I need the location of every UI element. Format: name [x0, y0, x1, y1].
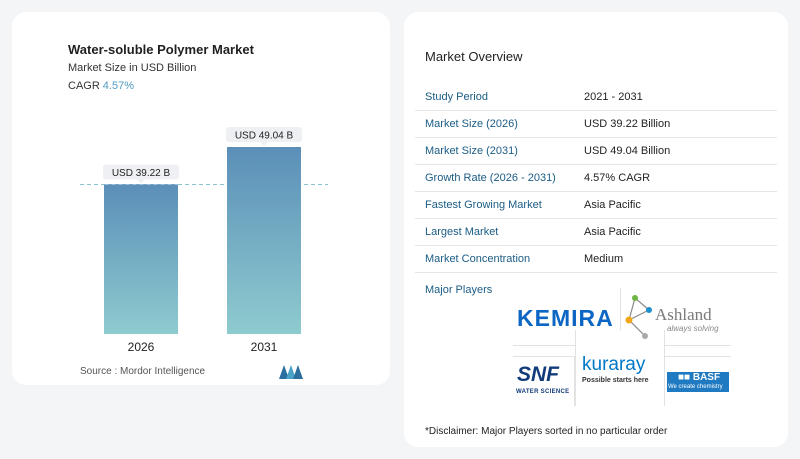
overview-row-value: Medium: [584, 253, 624, 265]
bar-chart: USD 39.22 B 2026 USD 49.04 B 2031: [80, 127, 328, 354]
overview-row-value: USD 39.22 Billion: [584, 118, 671, 130]
snf-logo-cell: [513, 356, 575, 406]
basf-logo: ■■ BASF: [678, 372, 721, 383]
overview-row-value: 2021 - 2031: [584, 91, 643, 103]
overview-row: Growth Rate (2026 - 2031) 4.57% CAGR: [415, 165, 777, 192]
overview-row-label: Market Size (2026): [425, 118, 518, 130]
cagr-row: CAGR 4.57%: [68, 80, 134, 92]
chart-card: [12, 12, 390, 385]
source-note: Source : Mordor Intelligence: [80, 366, 206, 377]
overview-row-label: Study Period: [425, 91, 488, 103]
kuraray-logo-cell: [575, 330, 665, 406]
cagr-label: CAGR: [68, 80, 100, 92]
chart-title: Water-soluble Polymer Market: [68, 42, 254, 57]
data-label: USD 49.04 B: [235, 131, 294, 142]
overview-row-label: Largest Market: [425, 226, 499, 238]
data-label-pointer: [260, 142, 268, 146]
overview-row-value: USD 49.04 Billion: [584, 145, 671, 157]
category-label: 2026: [128, 340, 155, 354]
overview-row-label: Growth Rate (2026 - 2031): [425, 172, 556, 184]
data-label: USD 39.22 B: [112, 168, 171, 179]
overview-row: Study Period 2021 - 2031: [415, 84, 777, 111]
overview-row-label: Market Size (2031): [425, 145, 518, 157]
data-label-bg: [226, 127, 302, 142]
overview-row: Market Size (2031) USD 49.04 Billion: [415, 138, 777, 165]
bar-2031: [227, 147, 301, 334]
overview-row-value: Asia Pacific: [584, 226, 641, 238]
snf-logo: SNF: [517, 363, 559, 386]
overview-title: Market Overview: [425, 49, 523, 64]
players-title: Major Players: [425, 284, 493, 296]
ashland-mark-icon: [625, 295, 652, 339]
ashland-logo: Ashland: [655, 305, 712, 324]
bar-2026: [104, 184, 178, 334]
mordor-logo-icon: [279, 365, 303, 379]
category-label: 2031: [251, 340, 278, 354]
data-label-pointer: [137, 179, 145, 184]
overview-row-value: Asia Pacific: [584, 199, 641, 211]
basf-tagline: We create chemistry: [668, 384, 723, 390]
overview-row: Market Size (2026) USD 39.22 Billion: [415, 111, 777, 138]
basf-logo-box: [667, 372, 729, 392]
overview-row: Market Concentration Medium: [415, 246, 777, 273]
snf-tagline: WATER SCIENCE: [516, 389, 570, 395]
overview-row-label: Fastest Growing Market: [425, 199, 542, 211]
overview-row: Largest Market Asia Pacific: [415, 219, 777, 246]
overview-table: Study Period 2021 - 2031 Market Size (2026…: [415, 84, 777, 273]
kuraray-logo: kuraray: [582, 354, 646, 375]
kuraray-tagline: Possible starts here: [582, 377, 649, 384]
data-label-bg: [103, 164, 179, 180]
kemira-logo: KEMIRA: [517, 305, 614, 331]
chart-subtitle: Market Size in USD Billion: [68, 62, 197, 74]
disclaimer: *Disclaimer: Major Players sorted in no …: [425, 426, 668, 437]
ashland-tagline: always solving: [667, 324, 719, 333]
overview-row: Fastest Growing Market Asia Pacific: [415, 192, 777, 219]
overview-row-label: Market Concentration: [425, 253, 531, 265]
cagr-value: 4.57%: [102, 80, 134, 92]
overview-row-value: 4.57% CAGR: [584, 172, 651, 184]
